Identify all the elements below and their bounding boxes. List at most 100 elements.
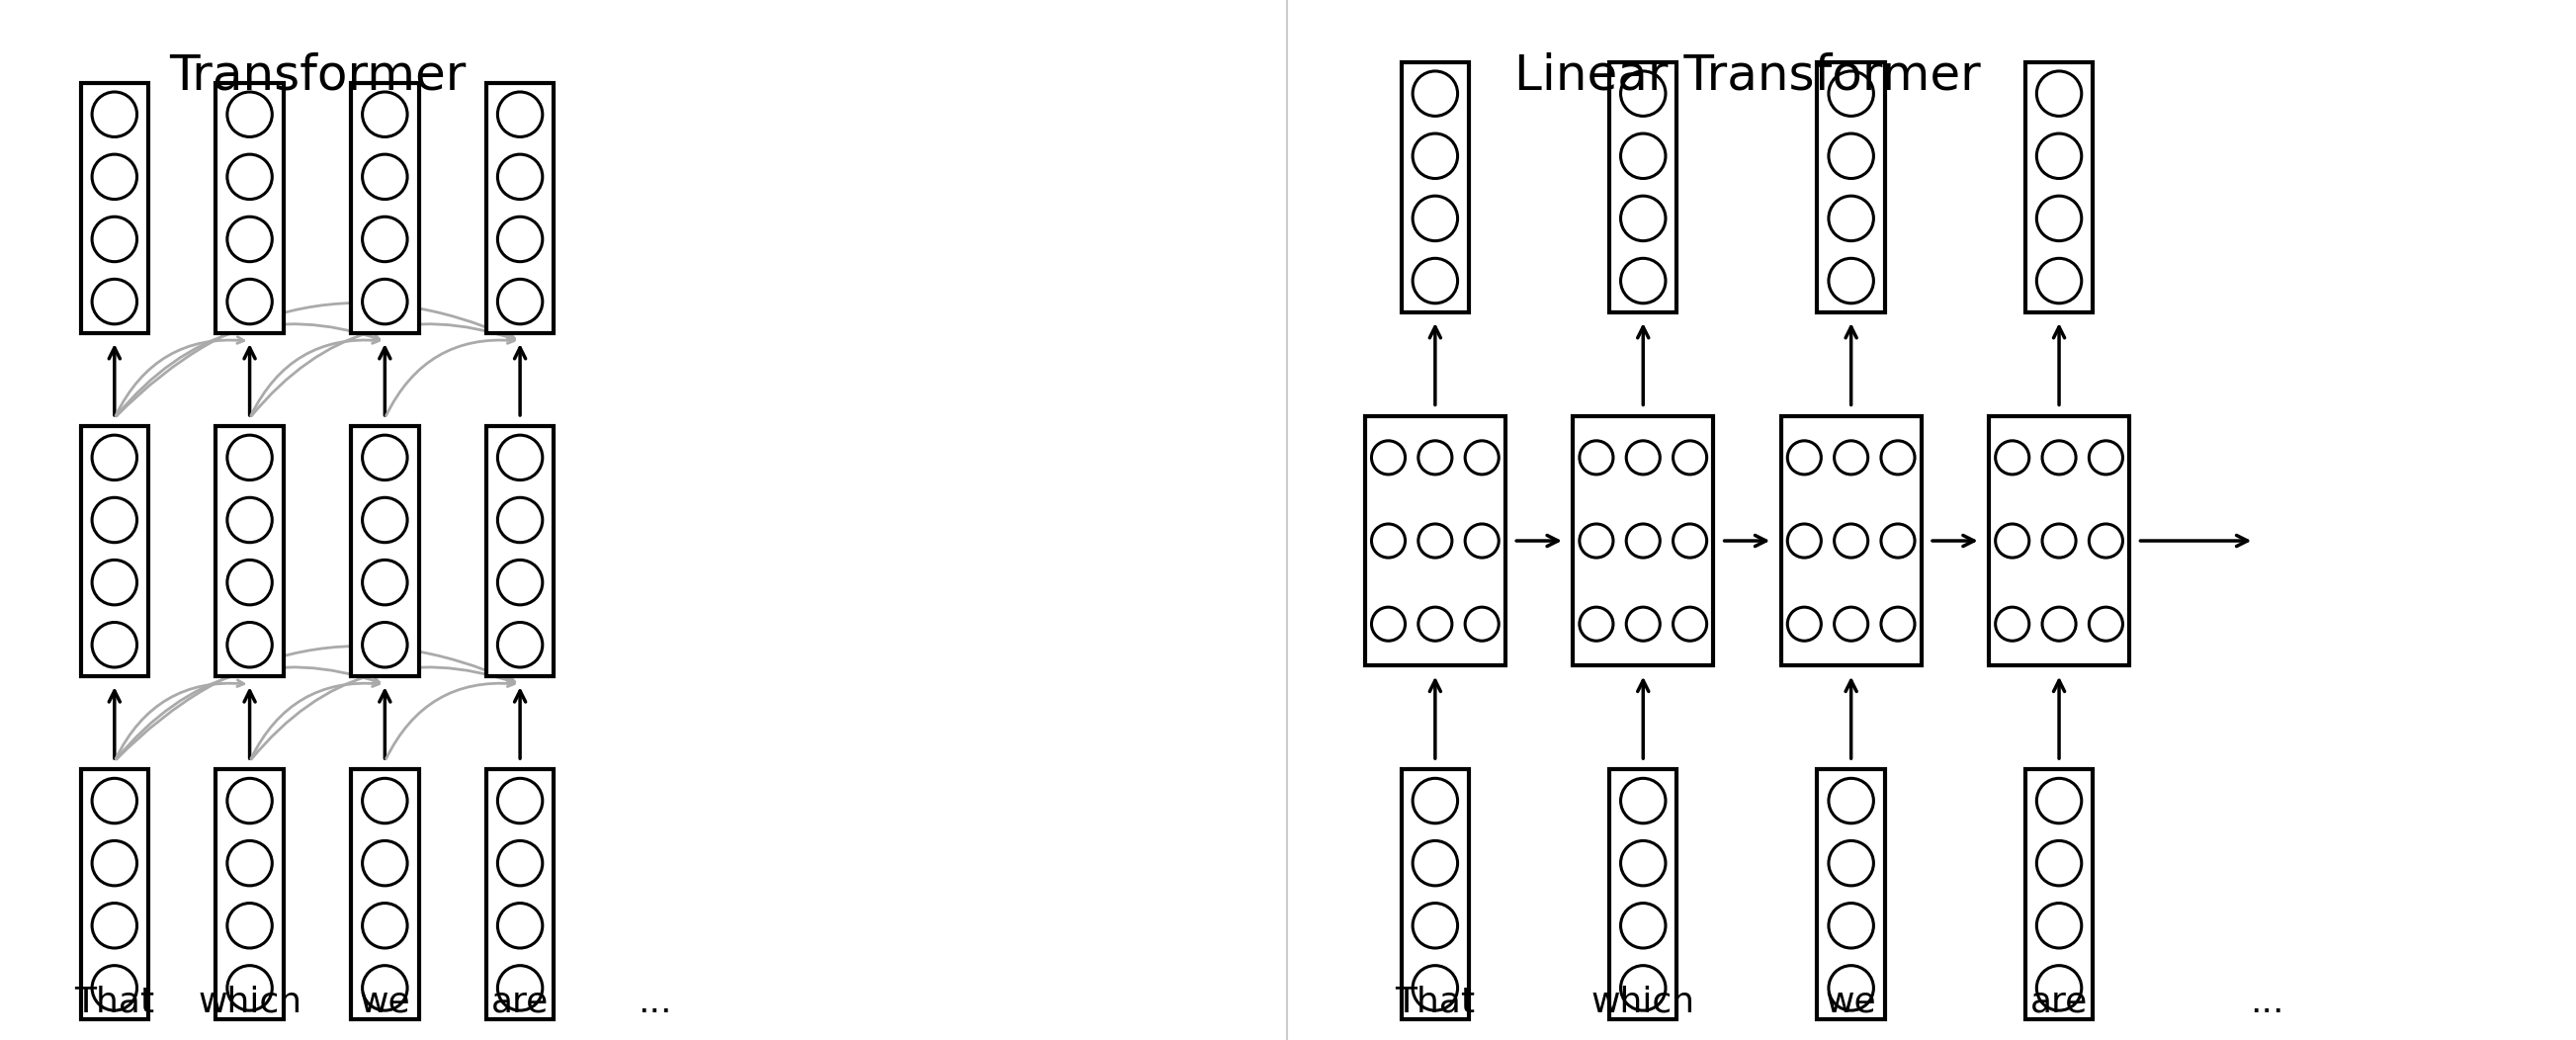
Circle shape — [227, 778, 273, 824]
Text: Linear Transformer: Linear Transformer — [1515, 52, 1981, 100]
Bar — [216, 770, 283, 1019]
Circle shape — [1620, 965, 1667, 1011]
Circle shape — [1419, 524, 1453, 557]
Circle shape — [1412, 133, 1458, 179]
Bar — [216, 426, 283, 676]
Circle shape — [1412, 258, 1458, 304]
Circle shape — [1579, 524, 1613, 557]
Text: Transformer: Transformer — [170, 52, 466, 100]
Circle shape — [1880, 441, 1914, 474]
Circle shape — [1370, 441, 1404, 474]
Circle shape — [363, 778, 407, 824]
Circle shape — [227, 840, 273, 886]
Circle shape — [497, 778, 544, 824]
Circle shape — [363, 92, 407, 137]
Circle shape — [1620, 133, 1667, 179]
Circle shape — [1829, 965, 1873, 1011]
Circle shape — [363, 216, 407, 262]
Circle shape — [2038, 840, 2081, 886]
Circle shape — [2038, 778, 2081, 824]
Circle shape — [1466, 607, 1499, 641]
Circle shape — [363, 965, 407, 1011]
Circle shape — [1579, 607, 1613, 641]
Bar — [1401, 770, 1468, 1019]
Circle shape — [93, 92, 137, 137]
Bar — [1816, 62, 1886, 312]
Bar — [1816, 770, 1886, 1019]
Bar — [350, 83, 420, 333]
Circle shape — [497, 435, 544, 480]
Circle shape — [497, 92, 544, 137]
Bar — [1610, 770, 1677, 1019]
Circle shape — [1829, 196, 1873, 241]
Circle shape — [1579, 441, 1613, 474]
Circle shape — [227, 560, 273, 605]
Circle shape — [1834, 607, 1868, 641]
Circle shape — [227, 965, 273, 1011]
Circle shape — [1412, 778, 1458, 824]
Circle shape — [1625, 524, 1659, 557]
Circle shape — [1412, 71, 1458, 116]
Circle shape — [1419, 441, 1453, 474]
Circle shape — [497, 560, 544, 605]
Circle shape — [1829, 71, 1873, 116]
Bar — [80, 83, 149, 333]
Circle shape — [93, 840, 137, 886]
Circle shape — [93, 622, 137, 668]
Bar — [2025, 62, 2092, 312]
Circle shape — [1370, 607, 1404, 641]
Circle shape — [93, 279, 137, 324]
Circle shape — [2038, 965, 2081, 1011]
Circle shape — [1788, 524, 1821, 557]
Circle shape — [497, 965, 544, 1011]
Circle shape — [1996, 524, 2030, 557]
Circle shape — [1412, 965, 1458, 1011]
Circle shape — [497, 279, 544, 324]
Circle shape — [93, 435, 137, 480]
Circle shape — [227, 216, 273, 262]
Circle shape — [227, 154, 273, 200]
Circle shape — [1672, 524, 1708, 557]
Circle shape — [1620, 778, 1667, 824]
Circle shape — [1412, 840, 1458, 886]
Circle shape — [497, 154, 544, 200]
Text: which: which — [1592, 986, 1695, 1019]
Circle shape — [2038, 71, 2081, 116]
Circle shape — [363, 903, 407, 948]
Circle shape — [1834, 441, 1868, 474]
Circle shape — [1370, 524, 1404, 557]
Circle shape — [2043, 524, 2076, 557]
Circle shape — [363, 154, 407, 200]
Circle shape — [497, 216, 544, 262]
Text: are: are — [492, 986, 549, 1019]
Bar — [2025, 770, 2092, 1019]
Circle shape — [1829, 840, 1873, 886]
Text: ...: ... — [639, 986, 672, 1019]
Circle shape — [1625, 441, 1659, 474]
Circle shape — [93, 497, 137, 543]
Circle shape — [227, 435, 273, 480]
Circle shape — [2089, 524, 2123, 557]
Circle shape — [497, 903, 544, 948]
Text: which: which — [198, 986, 301, 1019]
Circle shape — [2043, 441, 2076, 474]
Circle shape — [1412, 903, 1458, 948]
Circle shape — [1419, 607, 1453, 641]
Circle shape — [93, 778, 137, 824]
Circle shape — [1788, 607, 1821, 641]
Bar — [1574, 416, 1713, 666]
Circle shape — [93, 965, 137, 1011]
Circle shape — [1466, 441, 1499, 474]
Circle shape — [1829, 778, 1873, 824]
Bar — [487, 426, 554, 676]
Circle shape — [1834, 524, 1868, 557]
Circle shape — [1996, 607, 2030, 641]
Bar — [1401, 62, 1468, 312]
Circle shape — [1620, 196, 1667, 241]
Circle shape — [1466, 524, 1499, 557]
Circle shape — [227, 497, 273, 543]
Circle shape — [497, 497, 544, 543]
Circle shape — [2043, 607, 2076, 641]
Bar — [350, 426, 420, 676]
Bar — [1989, 416, 2130, 666]
